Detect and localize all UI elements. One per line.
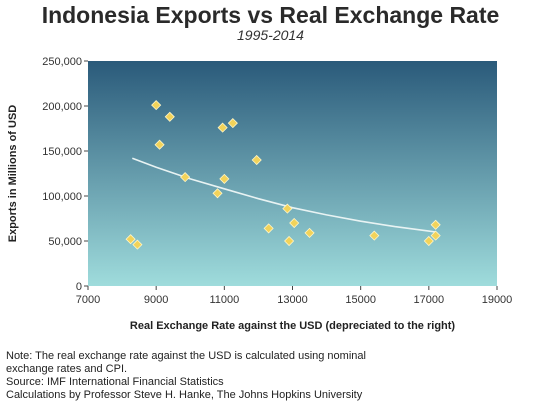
data-point xyxy=(154,139,165,150)
x-tick-label: 9000 xyxy=(144,294,168,306)
data-point xyxy=(219,173,230,184)
y-tick-label: 0 xyxy=(76,281,82,293)
y-tick-label: 250,000 xyxy=(42,56,82,68)
trend-line xyxy=(132,157,436,233)
data-point xyxy=(430,230,441,241)
y-tick-label: 150,000 xyxy=(42,146,82,158)
chart-title: Indonesia Exports vs Real Exchange Rate xyxy=(41,2,500,28)
x-axis-title: Real Exchange Rate against the USD (depr… xyxy=(130,320,456,332)
x-tick-label: 19000 xyxy=(482,294,513,306)
data-point xyxy=(423,235,434,247)
x-tick-label: 7000 xyxy=(76,294,100,306)
data-point xyxy=(151,100,162,111)
data-point xyxy=(180,172,191,183)
data-point xyxy=(284,235,295,247)
x-axis: 7000 9000 11000 13000 15000 17000 19000 xyxy=(76,286,513,306)
data-points xyxy=(125,100,441,250)
data-point xyxy=(251,154,262,166)
x-tick-label: 11000 xyxy=(209,294,239,306)
x-tick-label: 15000 xyxy=(345,294,376,306)
data-point xyxy=(164,111,175,122)
credit-text: Calculations by Professor Steve H. Hanke… xyxy=(6,389,363,401)
chart-subtitle: 1995-2014 xyxy=(237,27,304,43)
data-point xyxy=(304,227,315,238)
x-tick-label: 13000 xyxy=(277,294,308,306)
chart-notes: Note: The real exchange rate against the… xyxy=(6,350,536,402)
data-point xyxy=(227,118,238,129)
data-point xyxy=(430,219,441,230)
plot-background xyxy=(88,61,497,286)
y-axis-title: Exports in Millions of USD xyxy=(7,105,19,243)
data-point xyxy=(125,234,136,245)
y-tick-label: 50,000 xyxy=(48,236,82,248)
y-tick-label: 100,000 xyxy=(42,191,82,203)
x-tick-label: 17000 xyxy=(414,294,445,306)
data-point xyxy=(132,239,143,250)
data-point xyxy=(282,203,293,214)
y-tick-label: 200,000 xyxy=(42,101,82,113)
data-point xyxy=(289,217,300,229)
data-point xyxy=(212,188,223,199)
y-axis: 0 50,000 100,000 150,000 200,000 250,000 xyxy=(42,56,88,293)
note-text: Note: The real exchange rate against the… xyxy=(6,350,366,375)
data-point xyxy=(217,122,228,133)
source-text: Source: IMF International Financial Stat… xyxy=(6,376,224,388)
data-point xyxy=(263,223,274,234)
data-point xyxy=(369,230,380,241)
